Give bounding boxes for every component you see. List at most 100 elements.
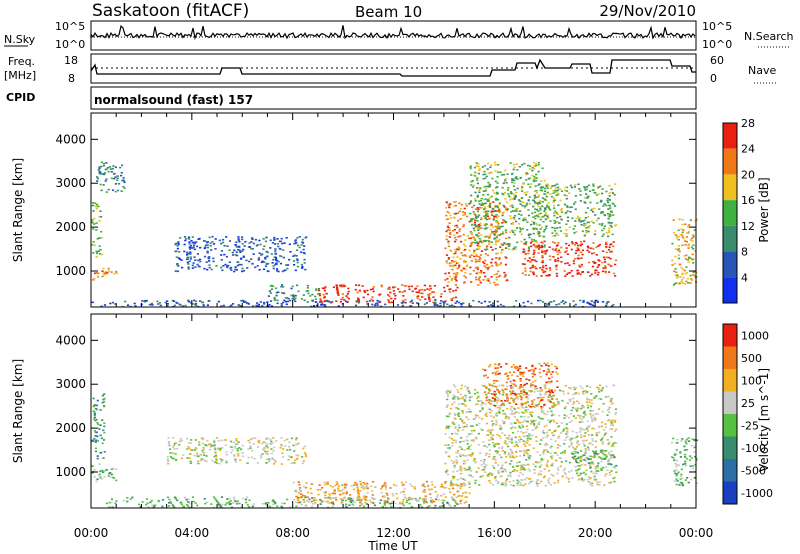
velocity-cell bbox=[441, 505, 444, 507]
velocity-cell bbox=[453, 423, 456, 425]
velocity-cell bbox=[234, 461, 237, 463]
velocity-cell bbox=[93, 438, 96, 440]
velocity-cell bbox=[272, 503, 275, 506]
velocity-cell bbox=[451, 397, 455, 400]
velocity-cell bbox=[564, 473, 567, 476]
power-cell bbox=[279, 255, 282, 257]
velocity-cell bbox=[507, 475, 510, 477]
velocity-cell bbox=[108, 476, 112, 478]
power-cell bbox=[520, 187, 523, 190]
power-cell bbox=[528, 202, 531, 205]
velocity-cell bbox=[529, 455, 532, 458]
power-cell bbox=[388, 286, 391, 289]
velocity-cell bbox=[96, 478, 99, 481]
velocity-cell bbox=[215, 458, 218, 460]
power-cell bbox=[490, 304, 493, 306]
power-cell bbox=[585, 230, 588, 232]
power-cell bbox=[340, 285, 343, 288]
velocity-cell bbox=[543, 468, 546, 470]
power-cell bbox=[593, 207, 596, 210]
velocity-cell bbox=[507, 418, 510, 420]
power-cell bbox=[580, 251, 583, 253]
power-cell bbox=[205, 261, 208, 263]
velocity-cell bbox=[234, 500, 237, 503]
power-cell bbox=[496, 234, 499, 237]
power-cell bbox=[484, 253, 487, 255]
velocity-cell bbox=[362, 505, 366, 508]
velocity-cell bbox=[474, 416, 477, 418]
power-cell bbox=[457, 247, 461, 249]
velocity-cell bbox=[340, 490, 343, 492]
power-cell bbox=[477, 208, 480, 211]
power-cell bbox=[500, 174, 504, 176]
velocity-cell bbox=[295, 454, 298, 456]
velocity-cell bbox=[566, 430, 569, 433]
power-cell bbox=[544, 218, 547, 221]
velocity-cell bbox=[523, 383, 526, 386]
velocity-cell bbox=[188, 502, 191, 505]
power-cell bbox=[194, 259, 197, 261]
power-cell bbox=[478, 225, 481, 228]
power-cell bbox=[533, 201, 536, 203]
velocity-cell bbox=[334, 497, 337, 499]
velocity-cell bbox=[491, 441, 494, 444]
velocity-cell bbox=[498, 384, 501, 387]
power-cell bbox=[282, 286, 285, 288]
power-cell bbox=[539, 267, 542, 269]
velocity-cell bbox=[562, 390, 565, 393]
power-cell bbox=[538, 224, 541, 226]
power-cell bbox=[494, 161, 497, 164]
power-cell bbox=[446, 218, 449, 220]
power-cell bbox=[141, 300, 144, 302]
power-cell bbox=[491, 258, 494, 261]
velocity-cell bbox=[450, 481, 453, 484]
power-cell bbox=[268, 304, 271, 306]
velocity-cell bbox=[218, 449, 221, 451]
velocity-cell bbox=[586, 446, 590, 449]
power-cell bbox=[542, 269, 545, 272]
power-cell bbox=[524, 267, 527, 270]
power-cell bbox=[538, 248, 541, 250]
power-cell bbox=[590, 209, 593, 212]
power-cell bbox=[337, 294, 340, 296]
velocity-cell bbox=[501, 388, 504, 391]
date-label: 29/Nov/2010 bbox=[599, 2, 696, 20]
power-cell bbox=[273, 299, 276, 301]
power-cell bbox=[504, 179, 507, 181]
velocity-cell bbox=[519, 455, 522, 457]
velocity-cell bbox=[501, 482, 504, 484]
power-cell bbox=[118, 183, 121, 185]
velocity-cell bbox=[520, 430, 523, 433]
velocity-cell bbox=[542, 458, 545, 461]
power-cell bbox=[358, 289, 362, 292]
power-cell bbox=[515, 220, 518, 223]
velocity-cell bbox=[252, 503, 255, 505]
velocity-cell bbox=[254, 437, 257, 439]
velocity-cell bbox=[565, 423, 568, 425]
velocity-cell bbox=[214, 461, 217, 463]
velocity-cell bbox=[99, 409, 102, 411]
power-cell bbox=[91, 204, 94, 207]
velocity-cell bbox=[488, 408, 491, 411]
power-cell bbox=[535, 275, 538, 277]
power-cell bbox=[477, 165, 480, 168]
velocity-cell bbox=[519, 386, 523, 388]
velocity-cell bbox=[587, 434, 590, 436]
velocity-cell bbox=[535, 436, 538, 438]
power-cell bbox=[544, 270, 547, 273]
power-cell bbox=[692, 274, 695, 276]
power-cell bbox=[433, 285, 436, 287]
velocity-cell bbox=[452, 483, 455, 485]
power-cell bbox=[247, 303, 250, 305]
power-cell bbox=[293, 298, 296, 301]
power-cell bbox=[537, 210, 540, 212]
power-cell bbox=[545, 227, 548, 229]
velocity-cell bbox=[364, 496, 367, 499]
velocity-cell bbox=[613, 384, 616, 387]
velocity-cell bbox=[453, 466, 456, 469]
power-cell bbox=[275, 269, 278, 272]
power-cell bbox=[508, 236, 511, 239]
velocity-cell bbox=[460, 437, 463, 439]
power-plot-area bbox=[91, 113, 696, 307]
velocity-cell bbox=[533, 391, 536, 393]
